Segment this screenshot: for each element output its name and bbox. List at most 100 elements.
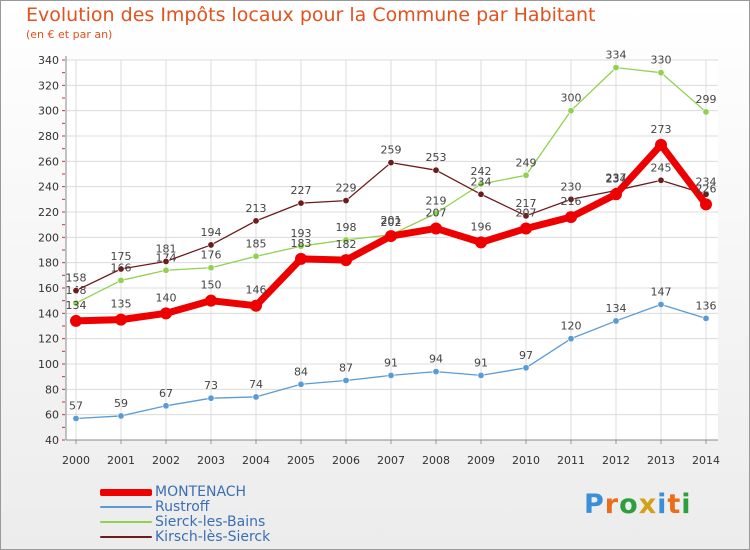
data-point [522, 364, 530, 372]
data-label: 259 [381, 144, 402, 157]
data-label: 181 [156, 242, 177, 255]
legend-item: Sierck-les-Bains [100, 514, 266, 530]
data-label: 136 [696, 299, 717, 312]
data-point [565, 211, 577, 224]
data-label: 198 [336, 221, 357, 234]
x-tick-label: 2009 [467, 454, 495, 467]
logo-letter: P [584, 489, 605, 520]
chart-subtitle: (en € et par an) [26, 28, 113, 41]
legend-label: MONTENACH [155, 484, 247, 500]
y-tick-label: 80 [45, 383, 59, 396]
data-label: 183 [291, 237, 312, 250]
data-point [655, 138, 667, 151]
data-label: 91 [384, 356, 398, 369]
data-point [72, 414, 80, 422]
data-point [610, 188, 622, 201]
legend-item: Kirsch-lès-Sierck [100, 529, 270, 545]
y-tick-label: 300 [38, 105, 59, 118]
data-label: 158 [66, 272, 87, 285]
x-tick-label: 2006 [332, 454, 360, 467]
legend-label: Rustroff [155, 499, 210, 515]
x-tick-label: 2013 [647, 454, 675, 467]
data-point [72, 287, 80, 295]
data-point [342, 376, 350, 384]
legend-label: Sierck-les-Bains [155, 514, 266, 530]
data-point [385, 230, 397, 243]
y-tick-label: 220 [38, 206, 59, 219]
data-point [522, 171, 530, 179]
data-label: 242 [471, 165, 492, 178]
data-label: 150 [201, 279, 222, 292]
data-label: 146 [246, 284, 267, 297]
data-label: 219 [426, 194, 447, 207]
data-point [252, 252, 260, 260]
data-point [700, 198, 712, 211]
data-label: 176 [201, 249, 222, 262]
data-point [160, 307, 172, 320]
data-point [567, 195, 575, 203]
data-point [117, 265, 125, 273]
data-point [115, 313, 127, 326]
data-point [162, 266, 170, 274]
data-label: 234 [606, 172, 627, 185]
logo-letter: i [681, 489, 692, 520]
legend-swatch [100, 536, 152, 538]
data-point [297, 242, 305, 250]
x-tick-label: 2004 [242, 454, 270, 467]
data-label: 73 [204, 379, 218, 392]
data-point [657, 69, 665, 77]
data-label: 87 [339, 361, 353, 374]
y-tick-label: 240 [38, 181, 59, 194]
data-point [702, 108, 710, 116]
data-point [567, 335, 575, 343]
x-tick-label: 2011 [557, 454, 585, 467]
x-tick-label: 2010 [512, 454, 540, 467]
data-label: 234 [696, 175, 717, 188]
y-tick-label: 260 [38, 155, 59, 168]
data-point [117, 412, 125, 420]
data-point [342, 236, 350, 244]
y-tick-label: 60 [45, 409, 59, 422]
data-point [207, 241, 215, 249]
data-label: 213 [246, 202, 267, 215]
x-tick-label: 2014 [692, 454, 720, 467]
data-label: 230 [561, 180, 582, 193]
data-point [205, 294, 217, 307]
data-point [477, 190, 485, 198]
data-point [297, 380, 305, 388]
data-label: 207 [516, 206, 537, 219]
data-label: 201 [381, 214, 402, 227]
x-tick-label: 2007 [377, 454, 405, 467]
data-label: 253 [426, 151, 447, 164]
y-tick-label: 40 [45, 434, 59, 447]
data-point [297, 199, 305, 207]
x-tick-label: 2001 [107, 454, 135, 467]
data-point [387, 371, 395, 379]
y-tick-label: 180 [38, 257, 59, 270]
data-point [340, 254, 352, 267]
y-tick-label: 160 [38, 282, 59, 295]
data-label: 67 [159, 387, 173, 400]
logo-letter: i [657, 489, 668, 520]
data-point [252, 393, 260, 401]
data-label: 300 [561, 92, 582, 105]
y-tick-label: 200 [38, 231, 59, 244]
data-point [117, 276, 125, 284]
data-label: 227 [291, 184, 312, 197]
legend-item: Rustroff [100, 499, 210, 515]
legend-swatch [100, 521, 152, 523]
data-label: 217 [516, 197, 537, 210]
series-rustroff: 57 59 67 73 74 84 87 91 94 91 97 120 134 147 136 [69, 285, 717, 422]
data-point [295, 252, 307, 265]
data-label: 193 [291, 227, 312, 240]
data-label: 175 [111, 250, 132, 263]
data-label: 273 [651, 123, 672, 136]
series-sierck-les-bains: 1481661741761851931982022192422493003343… [66, 49, 717, 307]
y-tick-label: 320 [38, 79, 59, 92]
data-point [250, 299, 262, 312]
logo-letter: o [619, 489, 639, 520]
y-tick-label: 120 [38, 333, 59, 346]
data-label: 97 [519, 349, 533, 362]
